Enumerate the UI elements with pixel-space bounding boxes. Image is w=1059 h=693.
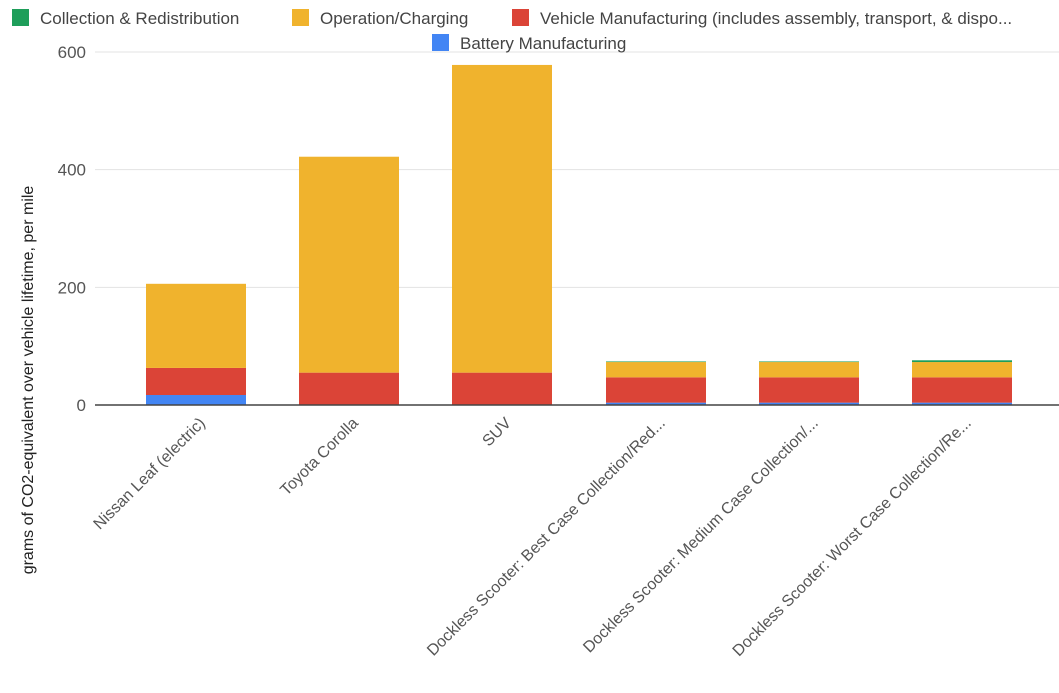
legend-swatch [12,9,29,26]
bar-segment [912,402,1012,405]
y-tick-labels: 0 200 400 600 [58,43,86,415]
x-tick-label: Nissan Leaf (electric) [91,415,209,533]
bar-segment [452,372,552,405]
bar-segment [146,283,246,368]
x-tick-label: SUV [480,415,516,451]
bar-segment [299,156,399,373]
x-tick-label: Toyota Corolla [277,415,361,499]
y-tick-label: 200 [58,278,86,297]
bar-segment [606,377,706,403]
bar-segment [606,362,706,378]
x-tick-label: Dockless Scooter: Medium Case Collection… [580,415,822,657]
legend-label: Operation/Charging [320,9,468,28]
x-tick-label: Dockless Scooter: Best Case Collection/R… [424,415,669,660]
bar-segment [606,402,706,405]
bar-segment [452,64,552,373]
bar-segment [606,361,706,363]
bar-segment [759,402,859,405]
x-tick-label: Dockless Scooter: Worst Case Collection/… [730,415,975,660]
legend-swatch [512,9,529,26]
legend-label: Battery Manufacturing [460,34,626,53]
x-tick-labels: Nissan Leaf (electric) Toyota Corolla SUVD… [91,415,975,660]
y-tick-label: 400 [58,161,86,180]
y-tick-label: 600 [58,43,86,62]
gridlines [95,51,1059,288]
bar-segment [146,394,246,405]
bar-segment [146,367,246,395]
legend-swatch [292,9,309,26]
legend: Collection & Redistribution Operation/Cha… [12,9,1012,53]
bar-segment [299,372,399,405]
bar-segment [759,361,859,363]
legend-label: Vehicle Manufacturing (includes assembly… [540,9,1012,28]
bar-segment [912,360,1012,363]
bar-segment [759,377,859,403]
legend-label: Collection & Redistribution [40,9,239,28]
legend-swatch [432,34,449,51]
bars [146,64,1012,405]
bar-segment [759,362,859,378]
bar-segment [912,362,1012,378]
bar-segment [912,377,1012,403]
y-tick-label: 0 [77,396,86,415]
y-axis-title: grams of CO2-equivalent over vehicle lif… [20,186,37,575]
